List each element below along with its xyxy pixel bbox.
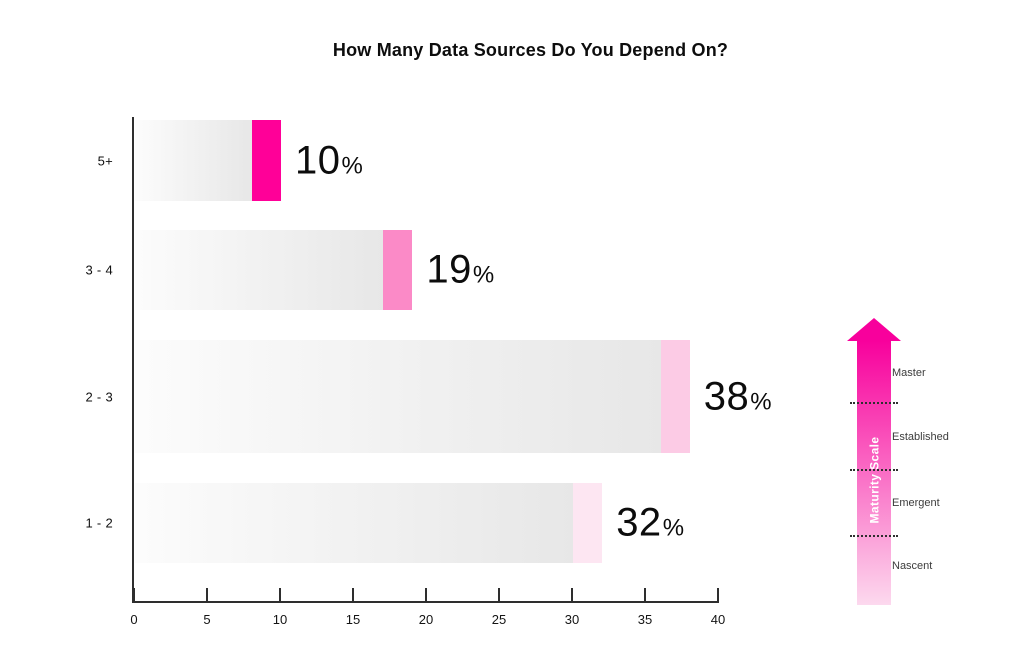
maturity-scale-label: Maturity Scale [867,436,881,523]
bar-value-number: 32 [616,500,662,545]
bar [135,230,413,310]
bar-row: 1 - 2 32% [0,483,1021,563]
maturity-level-emergent: Emergent [892,497,940,509]
maturity-divider [850,402,898,404]
bar-value-label: 32% [616,501,684,546]
x-axis-tick-label: 35 [637,612,653,627]
x-axis-tick-label: 20 [418,612,434,627]
bar-value-number: 19 [426,247,472,292]
x-axis-tick [717,588,719,601]
maturity-level-established: Established [892,431,949,443]
x-axis-tick-label: 5 [203,612,211,627]
bar-value-label: 19% [426,248,494,293]
x-axis-tick [352,588,354,601]
y-axis-line [132,117,134,603]
x-axis-tick-label: 10 [272,612,288,627]
x-axis-tick-label: 30 [564,612,580,627]
bar-base [135,230,384,310]
bar-tip [251,120,281,201]
bar-value-unit: % [472,261,495,289]
bar-base [135,483,573,563]
x-axis-tick [644,588,646,601]
bar-value-unit: % [662,514,685,542]
x-axis-tick [498,588,500,601]
bar-tip [383,230,413,310]
x-axis-tick [425,588,427,601]
bar [135,483,603,563]
bar-value-label: 10% [295,138,363,183]
chart-title: How Many Data Sources Do You Depend On? [332,40,729,60]
x-axis-tick [571,588,573,601]
bar-tip [660,340,690,453]
maturity-divider [850,535,898,537]
bar [135,120,281,201]
category-label: 1 - 2 [85,515,113,531]
bar-value-unit: % [341,152,363,179]
category-label: 3 - 4 [85,262,113,278]
bar-base [135,120,252,201]
bar-value-unit: % [750,388,772,415]
bar-tip [573,483,603,563]
x-axis-tick-label: 40 [710,612,726,627]
x-axis-tick [133,588,135,601]
maturity-arrow-head [847,318,901,341]
bar [135,340,690,453]
maturity-arrow-body: Maturity Scale [857,340,891,605]
x-axis-tick-label: 15 [345,612,361,627]
x-axis-line [132,601,719,603]
bar-base [135,340,661,453]
bar-value-number: 10 [295,138,341,182]
bar-value-number: 38 [703,374,750,418]
x-axis-tick [279,588,281,601]
bar-row: 2 - 3 38% [0,340,1021,453]
bar-row: 5+ 10% [0,120,1021,201]
category-label: 5+ [97,153,113,168]
bar-value-label: 38% [704,374,772,419]
category-label: 2 - 3 [85,389,113,404]
bar-row: 3 - 4 19% [0,230,1021,310]
x-axis-tick-label: 0 [130,612,138,627]
maturity-divider [850,469,898,471]
x-axis-tick-label: 25 [491,612,507,627]
x-axis-tick [206,588,208,601]
maturity-level-master: Master [892,367,926,379]
maturity-level-nascent: Nascent [892,560,933,572]
